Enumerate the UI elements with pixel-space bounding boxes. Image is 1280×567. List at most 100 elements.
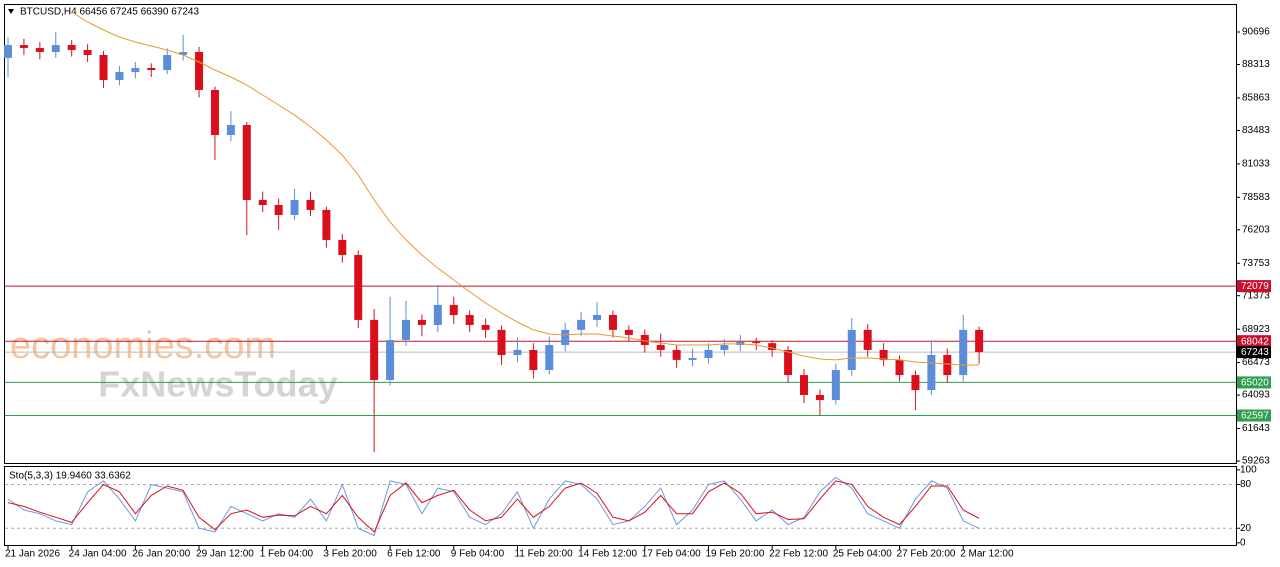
x-tick-label: 27 Feb 20:00 [897, 549, 956, 560]
price-level-tag [1237, 335, 1271, 348]
y-tick-label: 83483 [1242, 125, 1270, 136]
y-tick-label: 64093 [1242, 390, 1270, 401]
candle-body [545, 345, 554, 371]
y-tick-label: 73753 [1242, 258, 1270, 269]
candle-body [640, 334, 649, 346]
y-tick-label: 20 [1240, 523, 1252, 534]
y-tick-label: 71373 [1242, 290, 1270, 301]
candle-body [959, 329, 968, 376]
candle-body [879, 349, 888, 360]
y-tick-label: 88313 [1242, 59, 1270, 70]
y-tick-label: 68923 [1242, 324, 1270, 335]
candle-body [863, 329, 872, 350]
candle-body [784, 349, 793, 376]
x-tick-label: 19 Feb 20:00 [705, 549, 764, 560]
candle-body [449, 304, 458, 316]
candle-body [736, 341, 745, 346]
candle-body [195, 52, 204, 90]
y-tick-label: 90696 [1242, 27, 1270, 38]
candle-body [163, 55, 172, 71]
y-tick-label: 66473 [1242, 357, 1270, 368]
candle-body [306, 199, 315, 210]
chart-title: BTCUSD,H4 66456 67245 66390 67243 [20, 7, 199, 18]
candle-body [179, 52, 188, 56]
candle-body [226, 125, 235, 135]
x-tick-label: 6 Feb 12:00 [387, 549, 441, 560]
candle-body [4, 45, 12, 58]
y-tick-label: 80 [1240, 479, 1252, 490]
candle-body [768, 343, 777, 350]
x-tick-label: 11 Feb 20:00 [514, 549, 573, 560]
candle-body [433, 304, 442, 325]
y-tick-label: 81033 [1242, 159, 1270, 170]
x-tick-label: 17 Feb 04:00 [642, 549, 701, 560]
candle-body [51, 45, 60, 53]
candle-body [577, 319, 586, 330]
candle-body [815, 394, 824, 401]
candle-body [688, 358, 697, 360]
candle-body [99, 55, 108, 80]
x-tick-label: 1 Feb 04:00 [260, 549, 314, 560]
price-level-label: 62597 [1241, 411, 1269, 422]
y-tick-label: 76203 [1242, 224, 1270, 235]
candle-body [895, 359, 904, 376]
x-tick-label: 26 Jan 20:00 [132, 549, 190, 560]
main-panel [4, 4, 1237, 464]
x-tick-label: 25 Feb 04:00 [833, 549, 892, 560]
candle-body [322, 209, 331, 240]
candle-body [19, 45, 28, 49]
x-tick-label: 2 Mar 12:00 [960, 549, 1014, 560]
candle-body [115, 72, 124, 80]
menu-arrow [8, 9, 14, 14]
price-level-label: 68042 [1241, 336, 1269, 347]
price-level-label: 67243 [1241, 347, 1269, 358]
candle-body [147, 67, 156, 71]
candle-body [354, 254, 363, 320]
candle-body [847, 329, 856, 371]
candle-body [704, 349, 713, 359]
candle-body [800, 375, 808, 395]
x-tick-label: 29 Jan 12:00 [196, 549, 254, 560]
candle-body [35, 48, 44, 53]
candle-body [831, 370, 840, 401]
candle-body [417, 319, 426, 325]
candle-body [911, 375, 920, 391]
x-tick-label: 21 Jan 2026 [5, 549, 60, 560]
candle-body [513, 349, 522, 356]
candle-body [210, 89, 219, 135]
candle-body [402, 319, 410, 340]
stochastic-line [7, 480, 980, 533]
price-level-label: 72079 [1241, 281, 1269, 292]
candle-body [290, 199, 299, 215]
candle-body [67, 45, 76, 50]
candle-body [83, 49, 92, 56]
y-tick-label: 78583 [1242, 192, 1270, 203]
price-level-label: 65020 [1241, 378, 1269, 389]
x-tick-label: 9 Feb 04:00 [451, 549, 505, 560]
price-level-tag [1237, 346, 1271, 359]
moving-average [71, 11, 980, 366]
y-tick-label: 59263 [1242, 456, 1270, 467]
candle-body [975, 329, 984, 353]
watermark: FxNewsToday [98, 364, 337, 405]
x-tick-label: 3 Feb 20:00 [323, 549, 377, 560]
x-tick-label: 24 Jan 04:00 [69, 549, 127, 560]
price-level-tag [1237, 376, 1271, 389]
candle-body [465, 315, 474, 325]
candle-body [561, 329, 570, 346]
candle-body [338, 239, 347, 255]
candle-body [258, 199, 267, 206]
candle-body [242, 125, 251, 200]
y-tick-label: 100 [1240, 465, 1257, 476]
candle-body [497, 329, 506, 356]
candle-body [274, 205, 283, 215]
candle-body [656, 345, 665, 350]
price-level-tag [1237, 280, 1271, 293]
y-tick-label: 0 [1240, 537, 1246, 548]
y-tick-label: 61643 [1242, 423, 1270, 434]
stochastic-panel [4, 466, 1237, 546]
candle-body [624, 329, 633, 335]
